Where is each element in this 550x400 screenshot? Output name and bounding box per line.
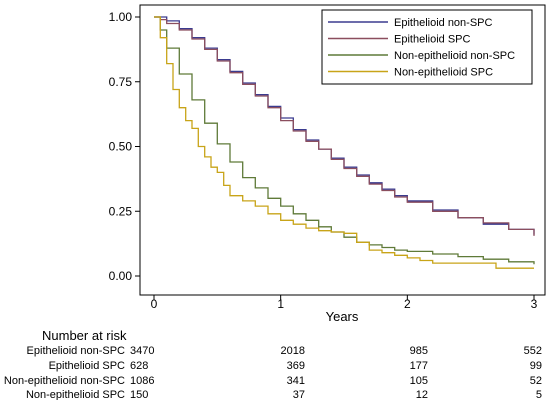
legend-label: Epithelioid non-SPC <box>394 17 493 29</box>
risk-value: 628 <box>130 360 148 372</box>
risk-value: 2018 <box>281 345 305 357</box>
risk-value: 52 <box>530 375 542 387</box>
legend: Epithelioid non-SPC Epithelioid SPC Non-ep… <box>321 9 533 85</box>
y-tick-label: 0.50 <box>109 140 133 154</box>
x-tick-label: 2 <box>404 297 411 311</box>
series-line-4 <box>154 16 534 269</box>
y-tick-label: 0.25 <box>109 204 133 218</box>
risk-value: 3470 <box>130 345 154 357</box>
series-line-3 <box>154 16 535 265</box>
risk-row-label: Epithelioid non-SPC <box>27 345 126 357</box>
y-tick-label: 0.75 <box>109 75 133 89</box>
risk-value: 177 <box>410 360 428 372</box>
risk-value: 12 <box>416 389 428 400</box>
legend-label: Epithelioid SPC <box>394 34 470 46</box>
risk-value: 105 <box>410 375 428 387</box>
risk-value: 99 <box>530 360 542 372</box>
number-at-risk-title: Number at risk <box>42 328 127 343</box>
x-tick-label: 3 <box>531 297 538 311</box>
x-tick-label: 1 <box>277 297 284 311</box>
legend-label: Non-epithelioid SPC <box>394 67 493 79</box>
risk-value: 150 <box>130 389 148 400</box>
risk-row-label: Epithelioid SPC <box>49 360 125 372</box>
risk-row-label: Non-epithelioid non-SPC <box>4 375 125 387</box>
x-axis: 0 1 2 3 <box>151 295 538 311</box>
risk-value: 985 <box>410 345 428 357</box>
series-lines <box>154 16 535 269</box>
risk-row-label: Non-epithelioid SPC <box>26 389 125 400</box>
risk-value: 5 <box>536 389 542 400</box>
series-line-2 <box>154 16 535 236</box>
number-at-risk-table: Number at risk Epithelioid non-SPC 3470 20… <box>4 328 542 400</box>
risk-value: 1086 <box>130 375 154 387</box>
risk-value: 552 <box>524 345 542 357</box>
x-tick-label: 0 <box>151 297 158 311</box>
legend-label: Non-epithelioid non-SPC <box>394 50 515 62</box>
y-axis: 0.00 0.25 0.50 0.75 1.00 <box>109 10 140 283</box>
risk-value: 341 <box>287 375 305 387</box>
x-axis-title: Years <box>326 309 359 324</box>
y-tick-label: 1.00 <box>109 10 133 24</box>
y-tick-label: 0.00 <box>109 269 133 283</box>
risk-value: 369 <box>287 360 305 372</box>
risk-value: 37 <box>293 389 305 400</box>
